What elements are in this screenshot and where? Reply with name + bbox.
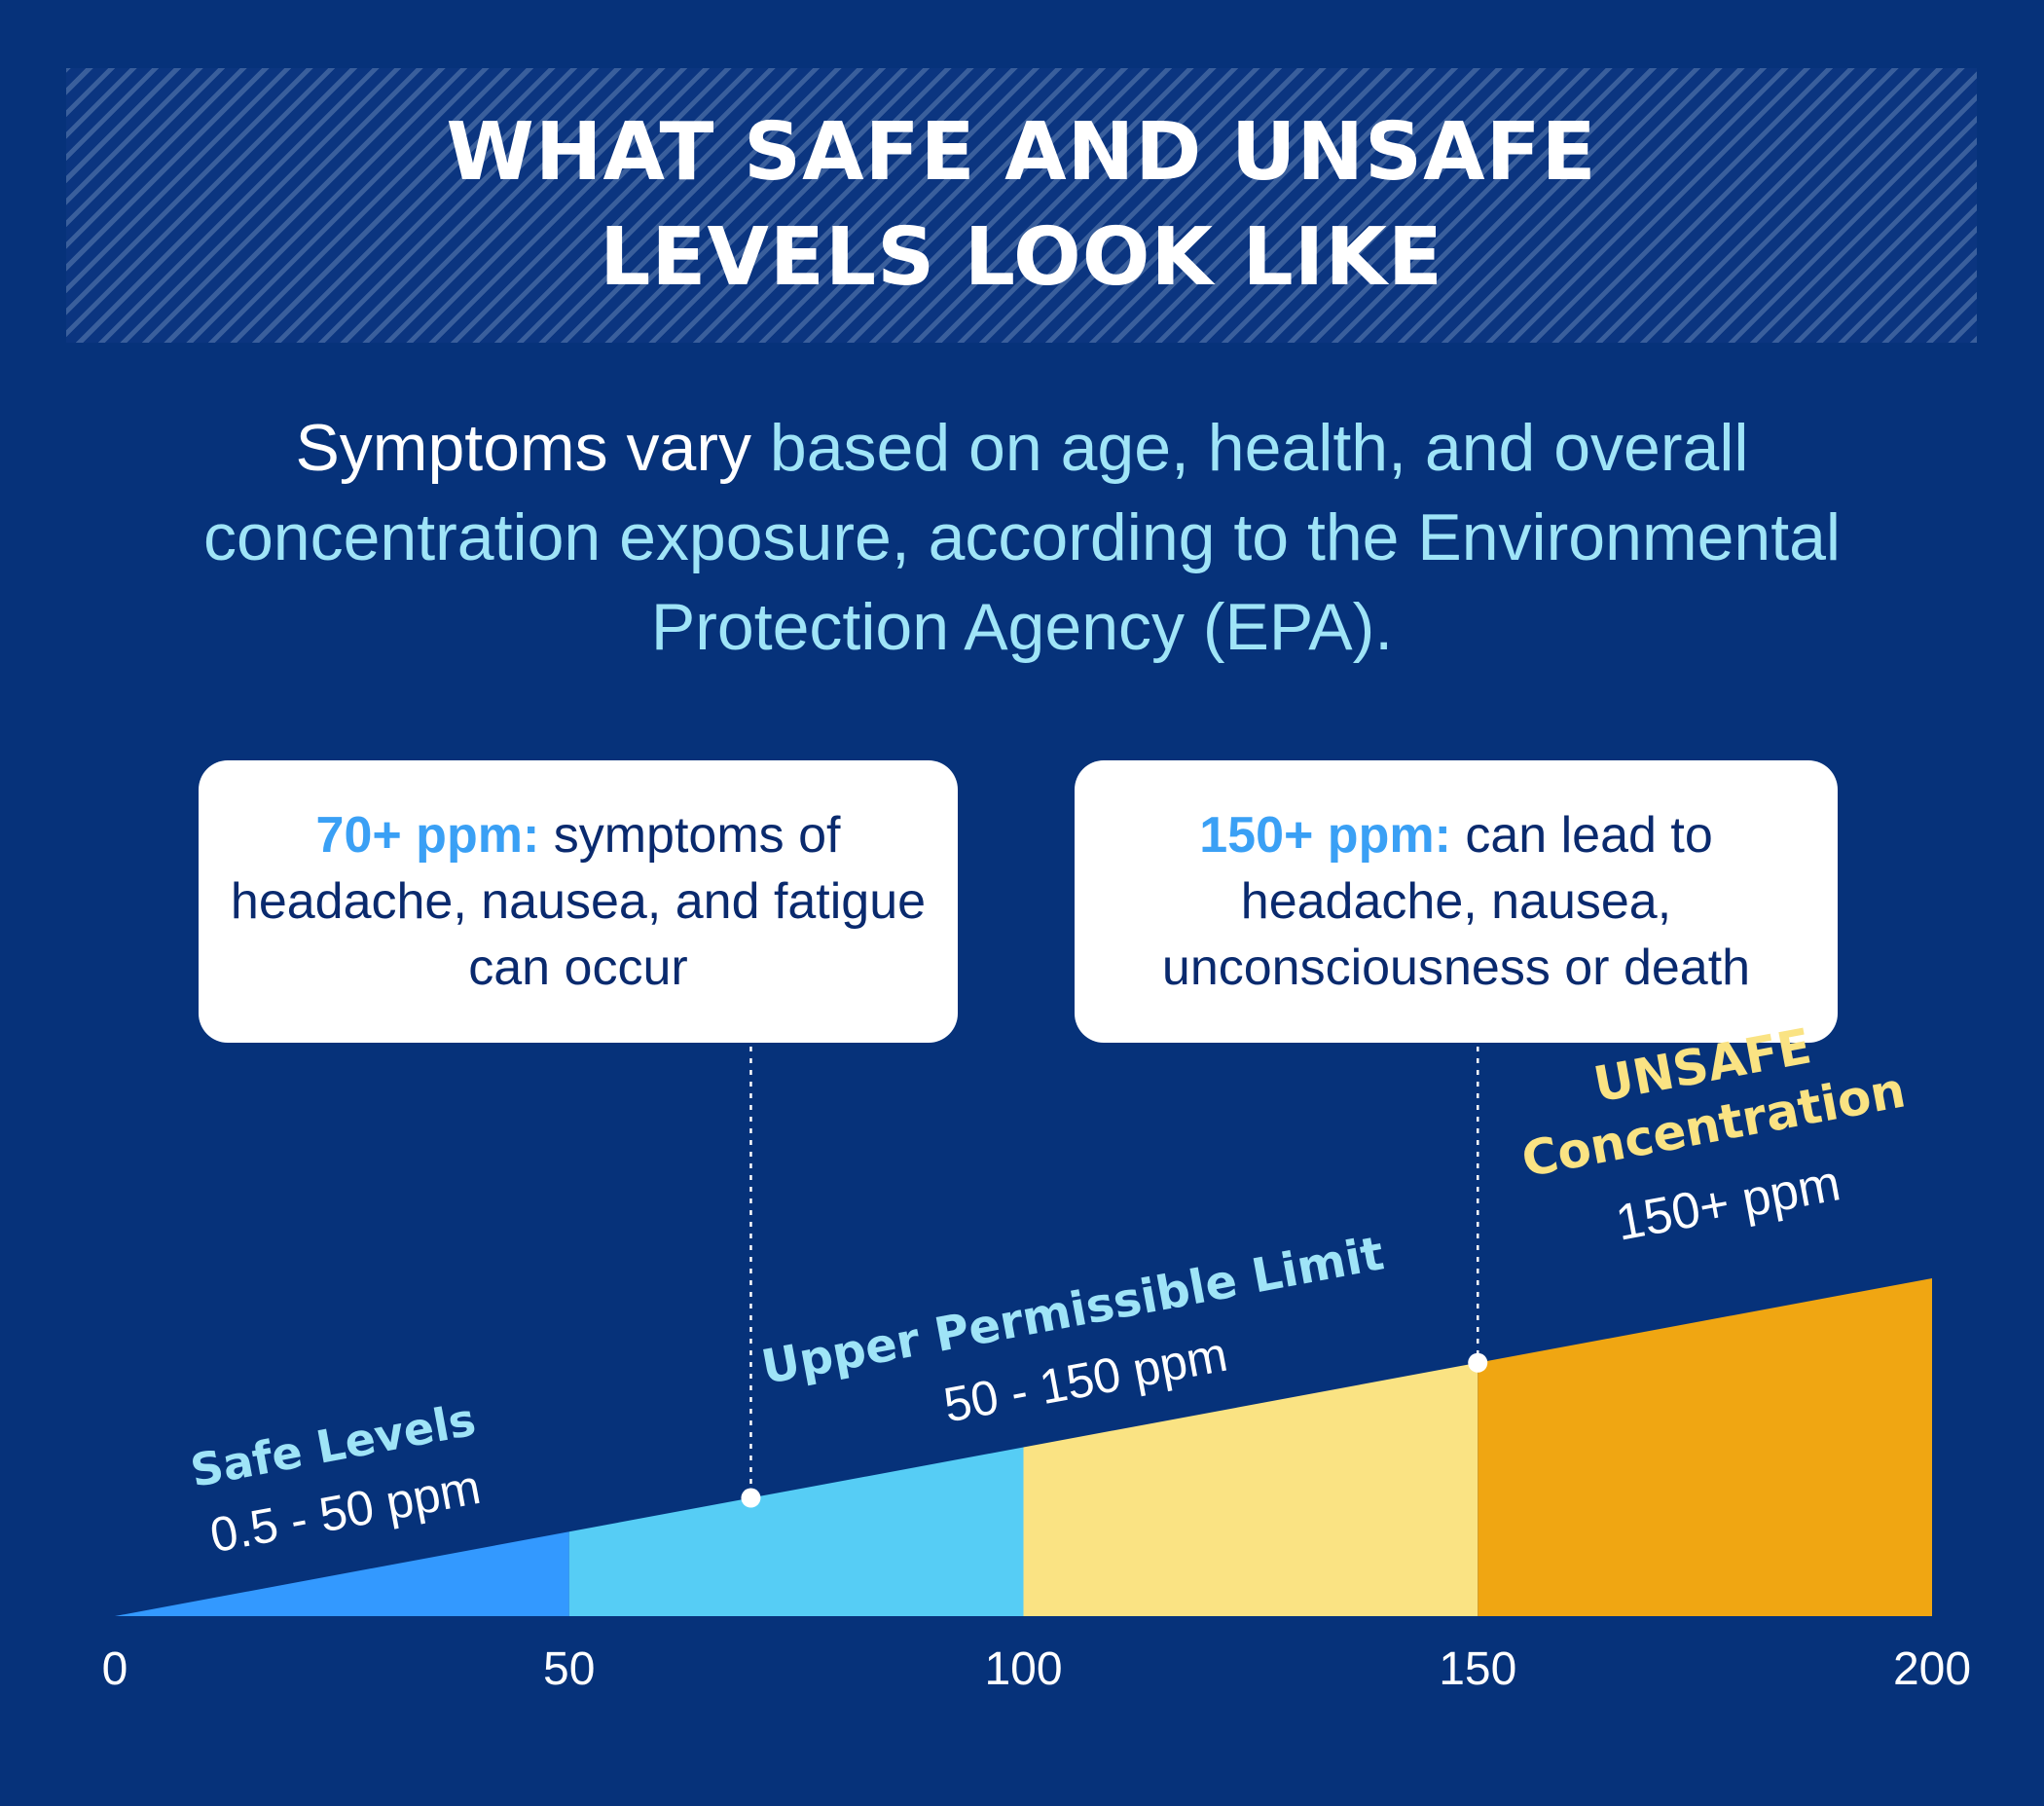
callout-70ppm: 70+ ppm: symptoms of headache, nausea, a…: [199, 760, 958, 1043]
segment-1: [568, 1447, 1024, 1616]
callout-150ppm-body: can lead to headache, nausea, unconsciou…: [1161, 807, 1751, 996]
marker-dot-150: [1468, 1352, 1488, 1373]
marker-dot-70: [741, 1488, 761, 1508]
segment-3: [1478, 1278, 1932, 1616]
x-tick-label: 150: [1439, 1643, 1516, 1695]
callout-150ppm: 150+ ppm: can lead to headache, nausea, …: [1075, 760, 1838, 1043]
title-banner: WHAT SAFE AND UNSAFE LEVELS LOOK LIKE: [66, 68, 1977, 343]
page-title: WHAT SAFE AND UNSAFE LEVELS LOOK LIKE: [446, 106, 1597, 304]
subtitle-lead: Symptoms vary: [295, 411, 770, 485]
x-tick-label: 200: [1893, 1643, 1971, 1695]
zone-range: 150+ ppm: [1612, 1155, 1844, 1252]
callout-70ppm-highlight: 70+ ppm:: [315, 807, 540, 864]
callout-70ppm-text: 70+ ppm: symptoms of headache, nausea, a…: [228, 802, 929, 1001]
subtitle-rest: based on age, health, and overall concen…: [202, 411, 1842, 664]
callout-70ppm-body: symptoms of headache, nausea, and fatigu…: [230, 807, 927, 996]
x-tick-label: 0: [102, 1643, 128, 1695]
callout-150ppm-highlight: 150+ ppm:: [1199, 807, 1451, 864]
zone-title: UNSAFEConcentration: [1507, 1002, 1910, 1188]
subtitle: Symptoms vary based on age, health, and …: [97, 403, 1947, 672]
callout-150ppm-text: 150+ ppm: can lead to headache, nausea, …: [1104, 802, 1808, 1001]
segment-0: [115, 1531, 569, 1616]
x-tick-label: 50: [543, 1643, 595, 1695]
segment-2: [1023, 1362, 1478, 1616]
x-tick-label: 100: [984, 1643, 1062, 1695]
